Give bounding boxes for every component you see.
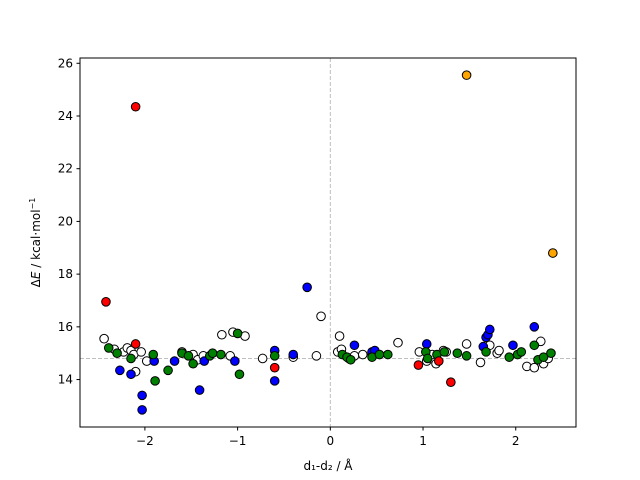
reference-lines (80, 58, 576, 427)
data-point (101, 297, 111, 307)
y-tick-label: 18 (58, 267, 73, 281)
data-point (137, 390, 147, 401)
y-tick-label: 20 (58, 214, 73, 228)
data-point (230, 356, 240, 366)
y-label-unit: / kcal·mol (29, 209, 43, 271)
data-point (188, 358, 198, 369)
data-point (269, 376, 280, 386)
y-tick-label: 24 (58, 109, 73, 123)
data-point (112, 348, 122, 359)
data-point (374, 349, 385, 360)
data-point (103, 343, 114, 353)
data-point (475, 357, 486, 368)
data-point (422, 353, 433, 364)
data-point (494, 345, 504, 356)
data-point (99, 333, 109, 344)
data-point (481, 347, 491, 357)
y-tick-label: 16 (58, 320, 73, 334)
data-point (150, 376, 160, 386)
y-tick-label: 14 (58, 373, 73, 387)
data-point (137, 405, 147, 415)
y-tick-label: 22 (58, 162, 73, 176)
data-point (126, 369, 136, 380)
data-point (433, 356, 444, 366)
data-point (461, 70, 472, 80)
data-point (130, 101, 141, 112)
data-point (548, 248, 558, 258)
data-point (148, 349, 159, 360)
data-point (311, 351, 322, 361)
data-point (446, 377, 456, 387)
y-label-delta: Δ (29, 278, 43, 287)
data-point (393, 337, 403, 348)
data-point (316, 311, 326, 322)
data-point (234, 369, 245, 380)
x-tick-label: −1 (229, 434, 247, 448)
data-point (413, 360, 424, 370)
data-point (115, 365, 125, 376)
data-point (529, 322, 540, 332)
data-point (508, 340, 518, 351)
x-axis-ticks: −2 −1 0 1 2 (136, 427, 520, 448)
data-point (452, 348, 463, 359)
data-points (99, 70, 558, 415)
data-point (183, 351, 194, 361)
plot-frame (79, 57, 577, 428)
data-point (504, 352, 515, 362)
data-point (302, 282, 312, 293)
data-point (217, 329, 227, 340)
data-point (136, 347, 146, 357)
data-point (516, 347, 527, 357)
data-point (269, 362, 280, 373)
data-point (439, 347, 450, 357)
data-point (538, 352, 549, 362)
data-point (232, 328, 243, 339)
x-tick-label: 1 (419, 434, 427, 448)
x-tick-label: 0 (326, 434, 334, 448)
data-point (163, 365, 173, 376)
data-point (546, 348, 556, 359)
data-point (334, 331, 345, 341)
data-point (461, 351, 472, 361)
data-point (257, 353, 268, 364)
data-point (194, 385, 205, 395)
data-point (357, 349, 368, 360)
data-point (269, 351, 280, 361)
y-label-exponent: −1 (28, 198, 37, 210)
y-axis-label: ΔE / kcal·mol−1 (28, 198, 43, 288)
data-point (529, 362, 540, 373)
data-point (207, 348, 218, 359)
data-point (349, 340, 360, 351)
data-point (345, 354, 356, 365)
y-tick-label: 26 (58, 56, 73, 70)
data-point (126, 353, 136, 364)
data-point (169, 356, 180, 366)
x-tick-label: 2 (512, 434, 520, 448)
data-point (382, 349, 393, 360)
y-label-symbol: E (29, 271, 43, 279)
x-tick-label: −2 (136, 434, 154, 448)
x-axis-label: d₁-d₂ / Å (303, 458, 353, 473)
data-point (216, 349, 226, 360)
data-point (288, 349, 299, 360)
data-point (421, 339, 432, 349)
y-axis-ticks: 14 16 18 20 22 24 26 (58, 56, 80, 387)
data-point (484, 324, 495, 335)
data-point (529, 340, 540, 351)
data-point (461, 339, 472, 349)
data-point (130, 339, 141, 349)
